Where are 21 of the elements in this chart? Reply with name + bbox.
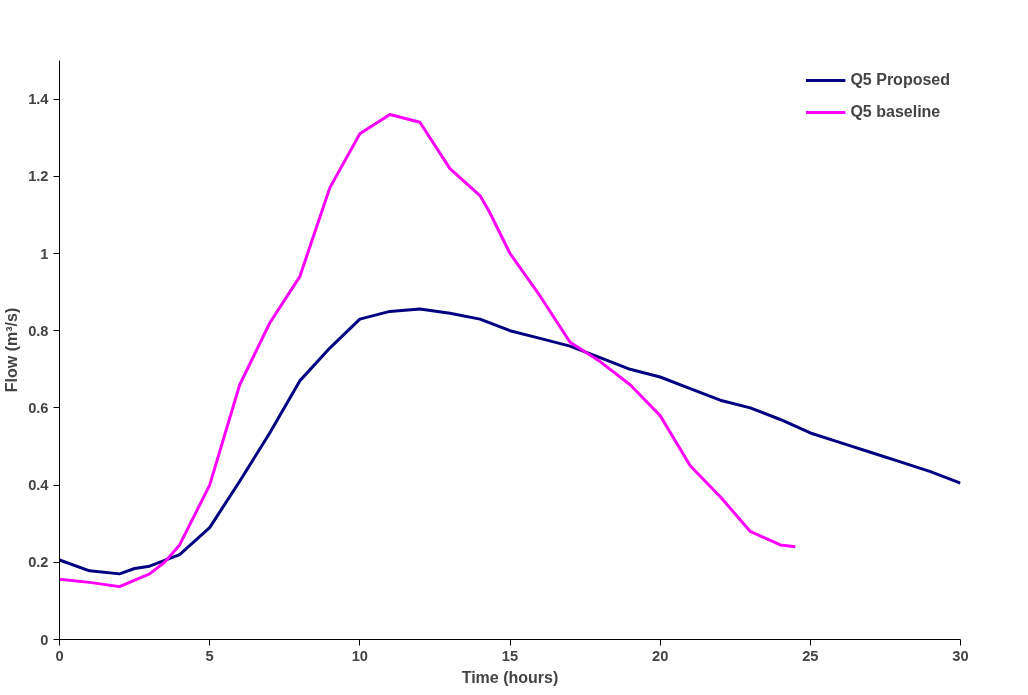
line-series <box>59 307 961 576</box>
y-tick-label: 0 <box>40 631 49 648</box>
y-tick-label: 1.2 <box>28 168 49 185</box>
line-series <box>59 113 797 589</box>
x-tick-label: 10 <box>351 647 368 664</box>
y-tick-label: 0.2 <box>28 554 49 571</box>
legend-label: Q5 Proposed <box>850 71 950 89</box>
x-tick-label: 30 <box>952 647 969 664</box>
x-tick-label: 25 <box>802 647 819 664</box>
x-axis-title: Time (hours) <box>461 668 559 686</box>
y-tick-label: 0.6 <box>28 399 49 416</box>
x-tick-label: 5 <box>205 647 214 664</box>
y-tick-label: 0.8 <box>28 322 49 339</box>
x-tick-label: 0 <box>55 647 64 664</box>
y-axis-title: Flow (m³/s) <box>3 307 21 393</box>
legend-label: Q5 baseline <box>850 103 941 121</box>
x-tick-label: 15 <box>501 647 519 664</box>
y-tick-label: 1.4 <box>28 91 50 108</box>
y-tick-label: 1 <box>40 245 49 262</box>
y-tick-label: 0.4 <box>28 477 50 494</box>
x-tick-label: 20 <box>652 647 669 664</box>
